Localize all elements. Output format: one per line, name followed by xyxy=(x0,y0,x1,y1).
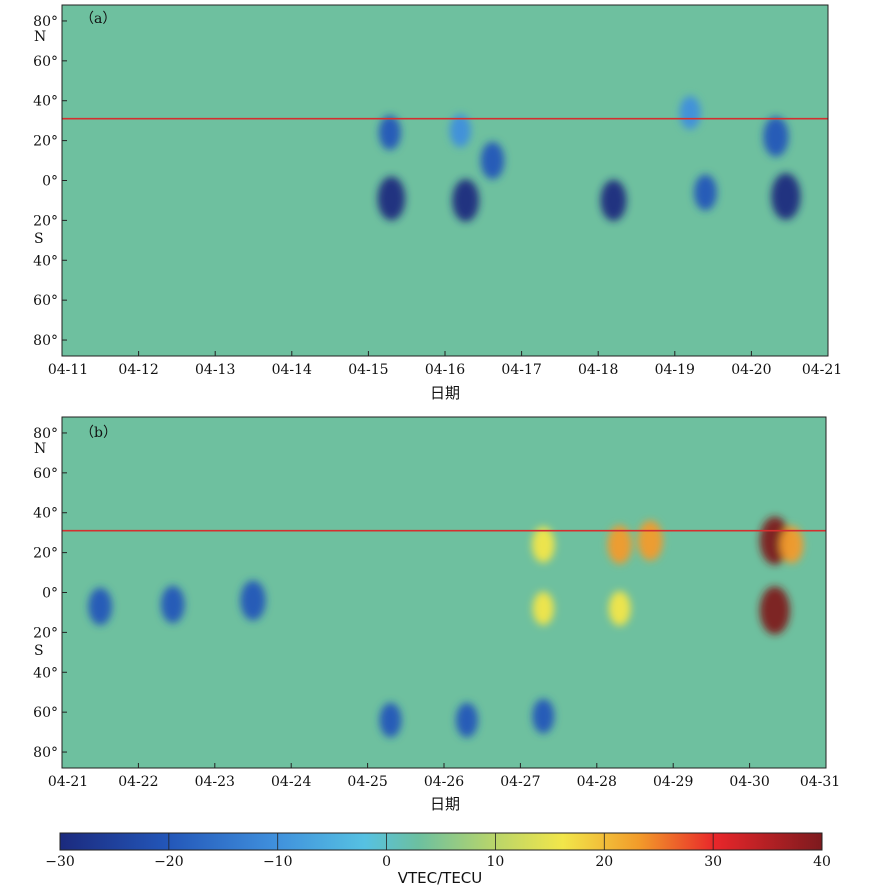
x-tick-label: 04-13 xyxy=(195,362,235,378)
y-tick-label: 40° xyxy=(33,253,58,269)
panel-a-south-label: S xyxy=(34,231,44,247)
y-tick-label: 20° xyxy=(33,546,58,562)
anomaly-blob xyxy=(455,702,478,738)
anomaly-blob xyxy=(763,116,789,157)
x-tick-label: 04-25 xyxy=(347,774,387,790)
x-tick-label: 04-30 xyxy=(729,774,769,790)
y-tick-label: 40° xyxy=(33,506,58,522)
anomaly-blob xyxy=(377,176,406,221)
anomaly-blob xyxy=(679,96,701,130)
anomaly-blob xyxy=(378,115,401,150)
panel-a-y-ticks: 80° 60° 40° 20° 0° 20° 40° 60° 80° xyxy=(33,14,67,349)
panel-b-label: （b） xyxy=(80,425,117,441)
y-tick-label: 80° xyxy=(33,333,58,349)
colorbar-gradient xyxy=(59,832,823,851)
y-tick-label: 40° xyxy=(33,665,58,681)
panel-b-x-axis-label: 日期 xyxy=(430,795,460,813)
anomaly-blob xyxy=(379,702,402,738)
y-tick-label: 80° xyxy=(33,14,58,30)
colorbar-tick-label: 20 xyxy=(595,854,613,870)
colorbar-ticks: −30 −20 −10 0 10 20 30 40 xyxy=(45,833,831,870)
y-tick-label: 20° xyxy=(33,625,58,641)
anomaly-blob xyxy=(771,173,801,220)
x-tick-label: 04-20 xyxy=(731,362,771,378)
x-tick-label: 04-31 xyxy=(800,774,840,790)
x-tick-label: 04-17 xyxy=(501,362,541,378)
y-tick-label: 0° xyxy=(42,174,58,190)
y-tick-label: 80° xyxy=(33,745,58,761)
panel-a-x-axis-label: 日期 xyxy=(430,384,460,402)
anomaly-blob xyxy=(759,586,790,635)
panel-b-background xyxy=(62,417,826,768)
x-tick-label: 04-26 xyxy=(424,774,464,790)
y-tick-label: 80° xyxy=(33,426,58,442)
x-tick-label: 04-19 xyxy=(655,362,695,378)
x-tick-label: 04-23 xyxy=(195,774,235,790)
x-tick-label: 04-24 xyxy=(271,774,311,790)
anomaly-blob xyxy=(88,587,112,626)
anomaly-blob xyxy=(600,179,627,222)
anomaly-blob xyxy=(694,174,717,211)
y-tick-label: 40° xyxy=(33,94,58,110)
x-tick-label: 04-14 xyxy=(272,362,312,378)
y-tick-label: 0° xyxy=(42,586,58,602)
x-tick-label: 04-29 xyxy=(653,774,693,790)
anomaly-blob xyxy=(160,585,185,624)
colorbar-tick-label: 0 xyxy=(382,854,391,870)
x-tick-label: 04-16 xyxy=(425,362,465,378)
anomaly-blob xyxy=(532,698,555,734)
colorbar-label: VTEC/TECU xyxy=(398,869,483,887)
panel-b: （b） 80°60°40°20°0°20°40°60°80° 04-21 04-2… xyxy=(33,416,840,813)
anomaly-blob xyxy=(531,526,555,563)
anomaly-blob xyxy=(608,591,631,626)
x-tick-label: 04-18 xyxy=(578,362,618,378)
anomaly-blob xyxy=(452,179,480,222)
panel-a-label: （a） xyxy=(80,11,116,27)
x-tick-label: 04-21 xyxy=(802,362,842,378)
panel-b-south-label: S xyxy=(34,643,44,659)
colorbar: −30 −20 −10 0 10 20 30 40 VTEC/TECU xyxy=(45,832,831,887)
panel-a-north-label: N xyxy=(34,29,46,45)
colorbar-tick-label: −10 xyxy=(263,854,293,870)
y-tick-label: 20° xyxy=(33,213,58,229)
panel-b-x-ticks: 04-21 04-22 04-23 04-24 04-25 04-26 04-27 04-28… xyxy=(48,763,840,790)
panel-a: （a） 80°60°40°20°0°20°40°60°80° 04-11 04-1… xyxy=(33,4,842,402)
anomaly-blob xyxy=(449,113,471,148)
y-tick-label: 60° xyxy=(33,705,58,721)
anomaly-blob xyxy=(607,525,632,564)
panel-a-anomalies xyxy=(377,96,801,222)
anomaly-blob xyxy=(637,520,663,561)
x-tick-label: 04-21 xyxy=(48,774,88,790)
x-tick-label: 04-28 xyxy=(577,774,617,790)
anomaly-blob xyxy=(532,591,554,626)
anomaly-blob xyxy=(240,580,266,621)
panel-b-north-label: N xyxy=(34,441,46,457)
anomaly-blob xyxy=(480,141,505,180)
x-tick-label: 04-15 xyxy=(348,362,388,378)
y-tick-label: 60° xyxy=(33,466,58,482)
y-tick-label: 20° xyxy=(33,134,58,150)
colorbar-tick-label: 30 xyxy=(704,854,722,870)
x-tick-label: 04-22 xyxy=(118,774,158,790)
panel-a-x-ticks: 04-11 04-12 04-13 04-14 04-15 04-16 04-17 04-18… xyxy=(48,351,842,378)
x-tick-label: 04-11 xyxy=(48,362,88,378)
x-tick-label: 04-12 xyxy=(118,362,158,378)
x-tick-label: 04-27 xyxy=(500,774,540,790)
anomaly-blob xyxy=(779,525,804,564)
colorbar-tick-label: −30 xyxy=(45,854,75,870)
y-tick-label: 60° xyxy=(33,54,58,70)
y-tick-label: 60° xyxy=(33,293,58,309)
colorbar-tick-label: 40 xyxy=(813,854,831,870)
panel-b-y-ticks: 80° 60° 40° 20° 0° 20° 40° 60° 80° xyxy=(33,426,67,761)
colorbar-tick-label: 10 xyxy=(487,854,505,870)
colorbar-tick-label: −20 xyxy=(154,854,184,870)
